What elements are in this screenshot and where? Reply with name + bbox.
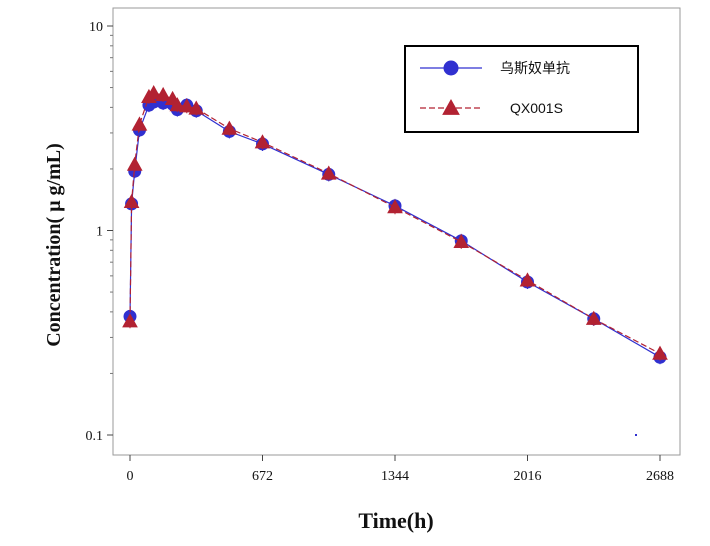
data-point xyxy=(254,134,271,149)
series-layer xyxy=(122,85,668,365)
legend-item-2: QX001S xyxy=(420,98,563,116)
data-point xyxy=(123,193,140,208)
y-tick-label: 1 xyxy=(96,225,103,240)
legend-marker xyxy=(442,98,460,115)
legend-item-1: 乌斯奴单抗 xyxy=(420,60,570,76)
x-tick-label: 672 xyxy=(252,469,273,484)
data-point xyxy=(178,98,195,113)
data-point xyxy=(453,233,470,248)
data-point xyxy=(387,199,403,214)
data-point xyxy=(652,345,668,360)
data-point xyxy=(155,86,171,102)
stray-mark xyxy=(635,434,637,436)
data-point xyxy=(169,97,186,112)
data-point xyxy=(145,85,162,100)
x-tick-label: 2016 xyxy=(514,469,542,484)
data-point xyxy=(221,120,238,135)
data-point xyxy=(320,165,337,180)
axes: 0.1 1 10 0 672 1344 2016 2688 xyxy=(86,20,675,484)
x-tick-label: 2688 xyxy=(646,469,674,484)
legend-items: 乌斯奴单抗 QX001S xyxy=(420,60,570,116)
data-point xyxy=(519,272,536,287)
x-axis-title: Time(h) xyxy=(358,508,433,533)
data-point xyxy=(131,116,148,131)
y-axis-title: Concentration( μ g/mL) xyxy=(43,143,65,347)
y-tick-label: 0.1 xyxy=(86,429,104,444)
y-tick-label: 10 xyxy=(89,20,103,35)
x-tick-label: 0 xyxy=(127,469,134,484)
series-2 xyxy=(122,85,668,361)
data-point xyxy=(126,156,143,171)
data-point xyxy=(585,310,602,325)
legend-label: 乌斯奴单抗 xyxy=(500,60,570,76)
legend-label: QX001S xyxy=(510,100,563,116)
legend-box xyxy=(404,45,639,133)
data-point xyxy=(188,100,205,115)
x-tick-label: 1344 xyxy=(381,469,409,484)
legend-marker xyxy=(443,60,459,76)
legend: 乌斯奴单抗 QX001S xyxy=(404,45,639,133)
data-point xyxy=(122,313,138,328)
